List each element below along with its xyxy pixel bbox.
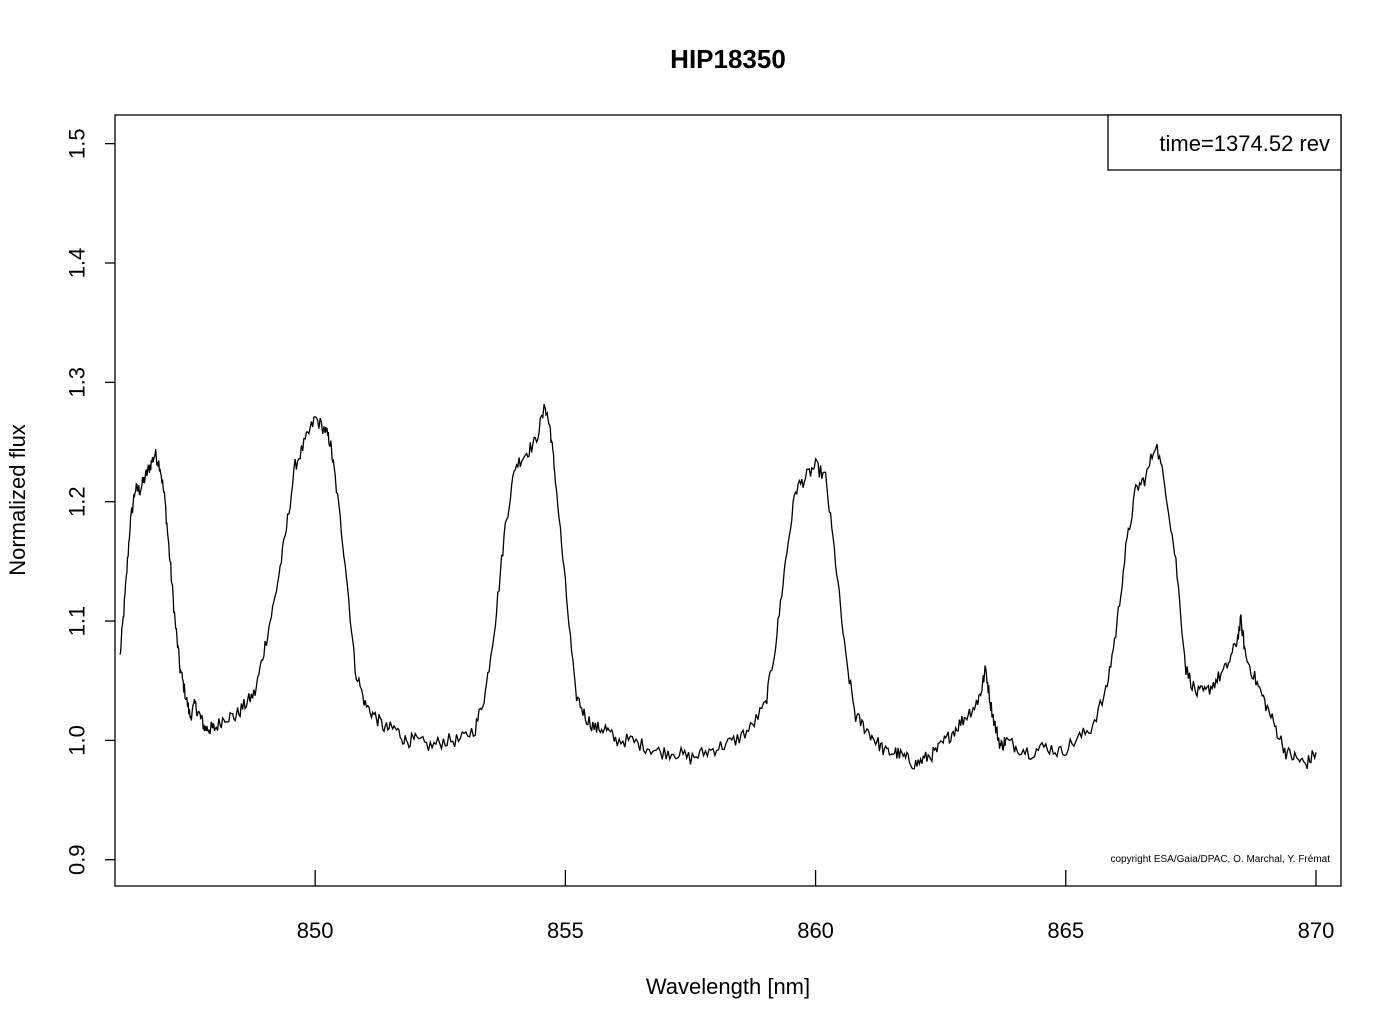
y-tick-label: 1.2	[65, 486, 90, 517]
y-tick-label: 1.1	[65, 606, 90, 637]
legend-text: time=1374.52 rev	[1159, 131, 1330, 156]
x-axis-label: Wavelength [nm]	[646, 974, 810, 999]
y-axis-label: Normalized flux	[5, 424, 30, 576]
x-tick-label: 860	[797, 918, 834, 943]
y-axis: 0.9 1.0 1.1 1.2 1.3 1.4 1.5	[65, 128, 115, 875]
legend-box	[1107, 114, 1342, 171]
y-tick-label: 1.0	[65, 725, 90, 756]
x-axis: 850 855 860 865 870	[297, 870, 1335, 943]
x-tick-label: 870	[1298, 918, 1335, 943]
y-tick-label: 1.3	[65, 367, 90, 398]
chart-title: HIP18350	[670, 44, 786, 74]
x-tick-label: 855	[547, 918, 584, 943]
y-tick-label: 1.5	[65, 128, 90, 159]
y-tick-label: 1.4	[65, 248, 90, 279]
copyright-note: copyright ESA/Gaia/DPAC, O. Marchal, Y. …	[1110, 854, 1330, 865]
plot-frame	[114, 114, 1342, 887]
x-tick-label: 850	[297, 918, 334, 943]
spectrum-line	[119, 403, 1317, 770]
y-tick-label: 0.9	[65, 844, 90, 875]
x-tick-label: 865	[1047, 918, 1084, 943]
